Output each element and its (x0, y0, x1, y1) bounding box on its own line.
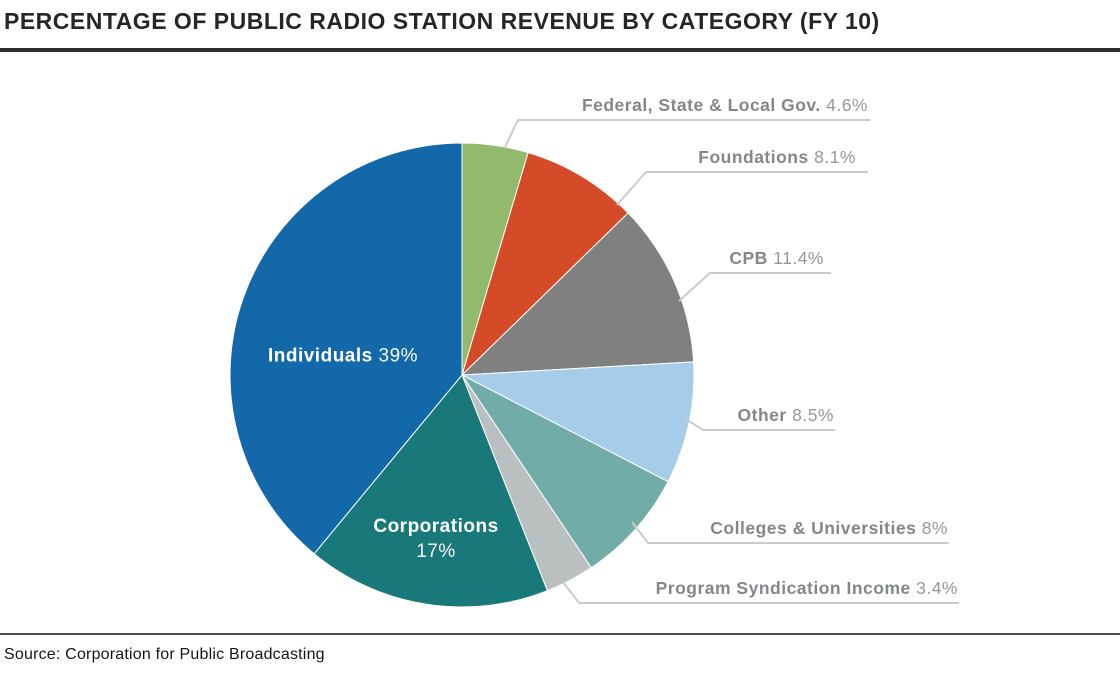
slice-value: 17% (416, 541, 456, 562)
pie-callout-label-cpb: CPB 11.4% (729, 247, 824, 269)
pie-inside-label-corporations: Corporations 17% (373, 514, 498, 564)
slice-label: Corporations (373, 516, 499, 537)
leader-line-colleges-universities (631, 521, 949, 544)
slice-label: CPB (729, 248, 768, 268)
slice-value: 11.4% (773, 248, 824, 268)
leader-line-foundations (616, 171, 868, 206)
source-note: Source: Corporation for Public Broadcast… (4, 646, 325, 663)
pie-callout-label-program-syndication-income: Program Syndication Income 3.4% (656, 577, 958, 599)
pie-callout-label-federal-state-local-gov: Federal, State & Local Gov. 4.6% (582, 94, 868, 116)
pie-slice-foundations (461, 152, 629, 376)
pie-inside-label-individuals: Individuals 39% (268, 344, 418, 369)
pie-slice-colleges-universities (461, 374, 669, 569)
pie-slice-cpb (461, 212, 695, 376)
slice-label: Foundations (698, 147, 809, 167)
pie-slice-corporations (313, 374, 548, 608)
slice-label: Program Syndication Income (655, 578, 911, 598)
slice-label: Federal, State & Local Gov. (581, 95, 821, 115)
leader-line-federal-state-local-gov (504, 119, 870, 148)
leader-line-program-syndication-income (562, 581, 959, 604)
leader-line-cpb (678, 272, 831, 302)
title-divider (0, 48, 1120, 52)
pie-slice-other (461, 361, 695, 483)
slice-value: 4.6% (826, 95, 868, 115)
slice-value: 39% (378, 345, 419, 367)
slice-value: 8% (921, 518, 948, 538)
source-divider (0, 633, 1120, 635)
slice-value: 8.1% (814, 147, 856, 167)
slice-label: Individuals (267, 345, 373, 367)
pie-slice-individuals (229, 142, 463, 555)
pie-callout-label-colleges-universities: Colleges & Universities 8% (710, 517, 948, 539)
slice-value: 3.4% (916, 578, 958, 598)
pie-callout-label-foundations: Foundations 8.1% (698, 146, 856, 168)
slice-label: Other (737, 405, 787, 425)
leader-line-other (683, 417, 835, 431)
page-title: PERCENTAGE OF PUBLIC RADIO STATION REVEN… (4, 8, 880, 34)
slice-label: Colleges & Universities (710, 518, 917, 538)
slice-value: 8.5% (792, 405, 834, 425)
pie-callout-label-other: Other 8.5% (738, 404, 834, 426)
